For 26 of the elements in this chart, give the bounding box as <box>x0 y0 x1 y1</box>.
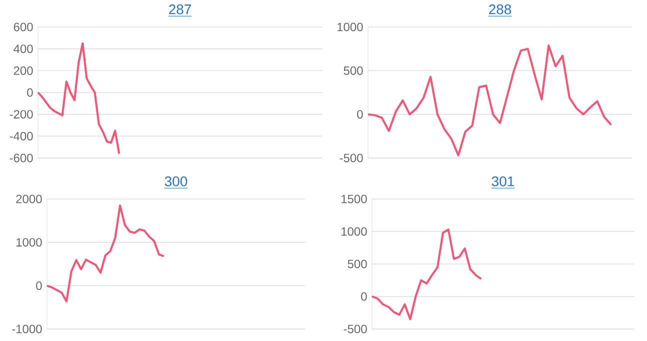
y-tick-label: 0 <box>36 281 42 290</box>
y-tick-label: 0 <box>361 292 367 301</box>
y-tick-label: 500 <box>344 66 363 75</box>
y-tick-label: 0 <box>27 88 33 97</box>
y-tick-label: 1500 <box>342 194 367 204</box>
chart-title: 287 <box>169 4 191 14</box>
y-tick-label: -500 <box>340 154 363 162</box>
line-series <box>46 204 165 302</box>
y-tick-label: -400 <box>10 132 33 140</box>
y-tick-label: 1000 <box>16 238 42 247</box>
y-tick-label: -500 <box>344 324 367 334</box>
line-series <box>371 228 482 320</box>
chart-title: 288 <box>489 4 512 14</box>
y-tick-label: -1000 <box>12 324 42 334</box>
y-tick-label: 200 <box>14 66 33 75</box>
y-tick-label: -600 <box>10 154 33 162</box>
y-tick-label: 1000 <box>338 22 363 32</box>
y-tick-label: 2000 <box>16 194 42 204</box>
chart-title: 300 <box>164 176 188 186</box>
y-tick-label: -200 <box>10 110 33 119</box>
y-tick-label: 0 <box>357 110 363 119</box>
y-tick-label: 400 <box>14 44 33 54</box>
y-tick-label: 600 <box>14 22 33 32</box>
y-tick-label: 500 <box>348 260 367 268</box>
chart-title: 301 <box>492 176 514 186</box>
y-tick-label: 1000 <box>342 227 367 236</box>
